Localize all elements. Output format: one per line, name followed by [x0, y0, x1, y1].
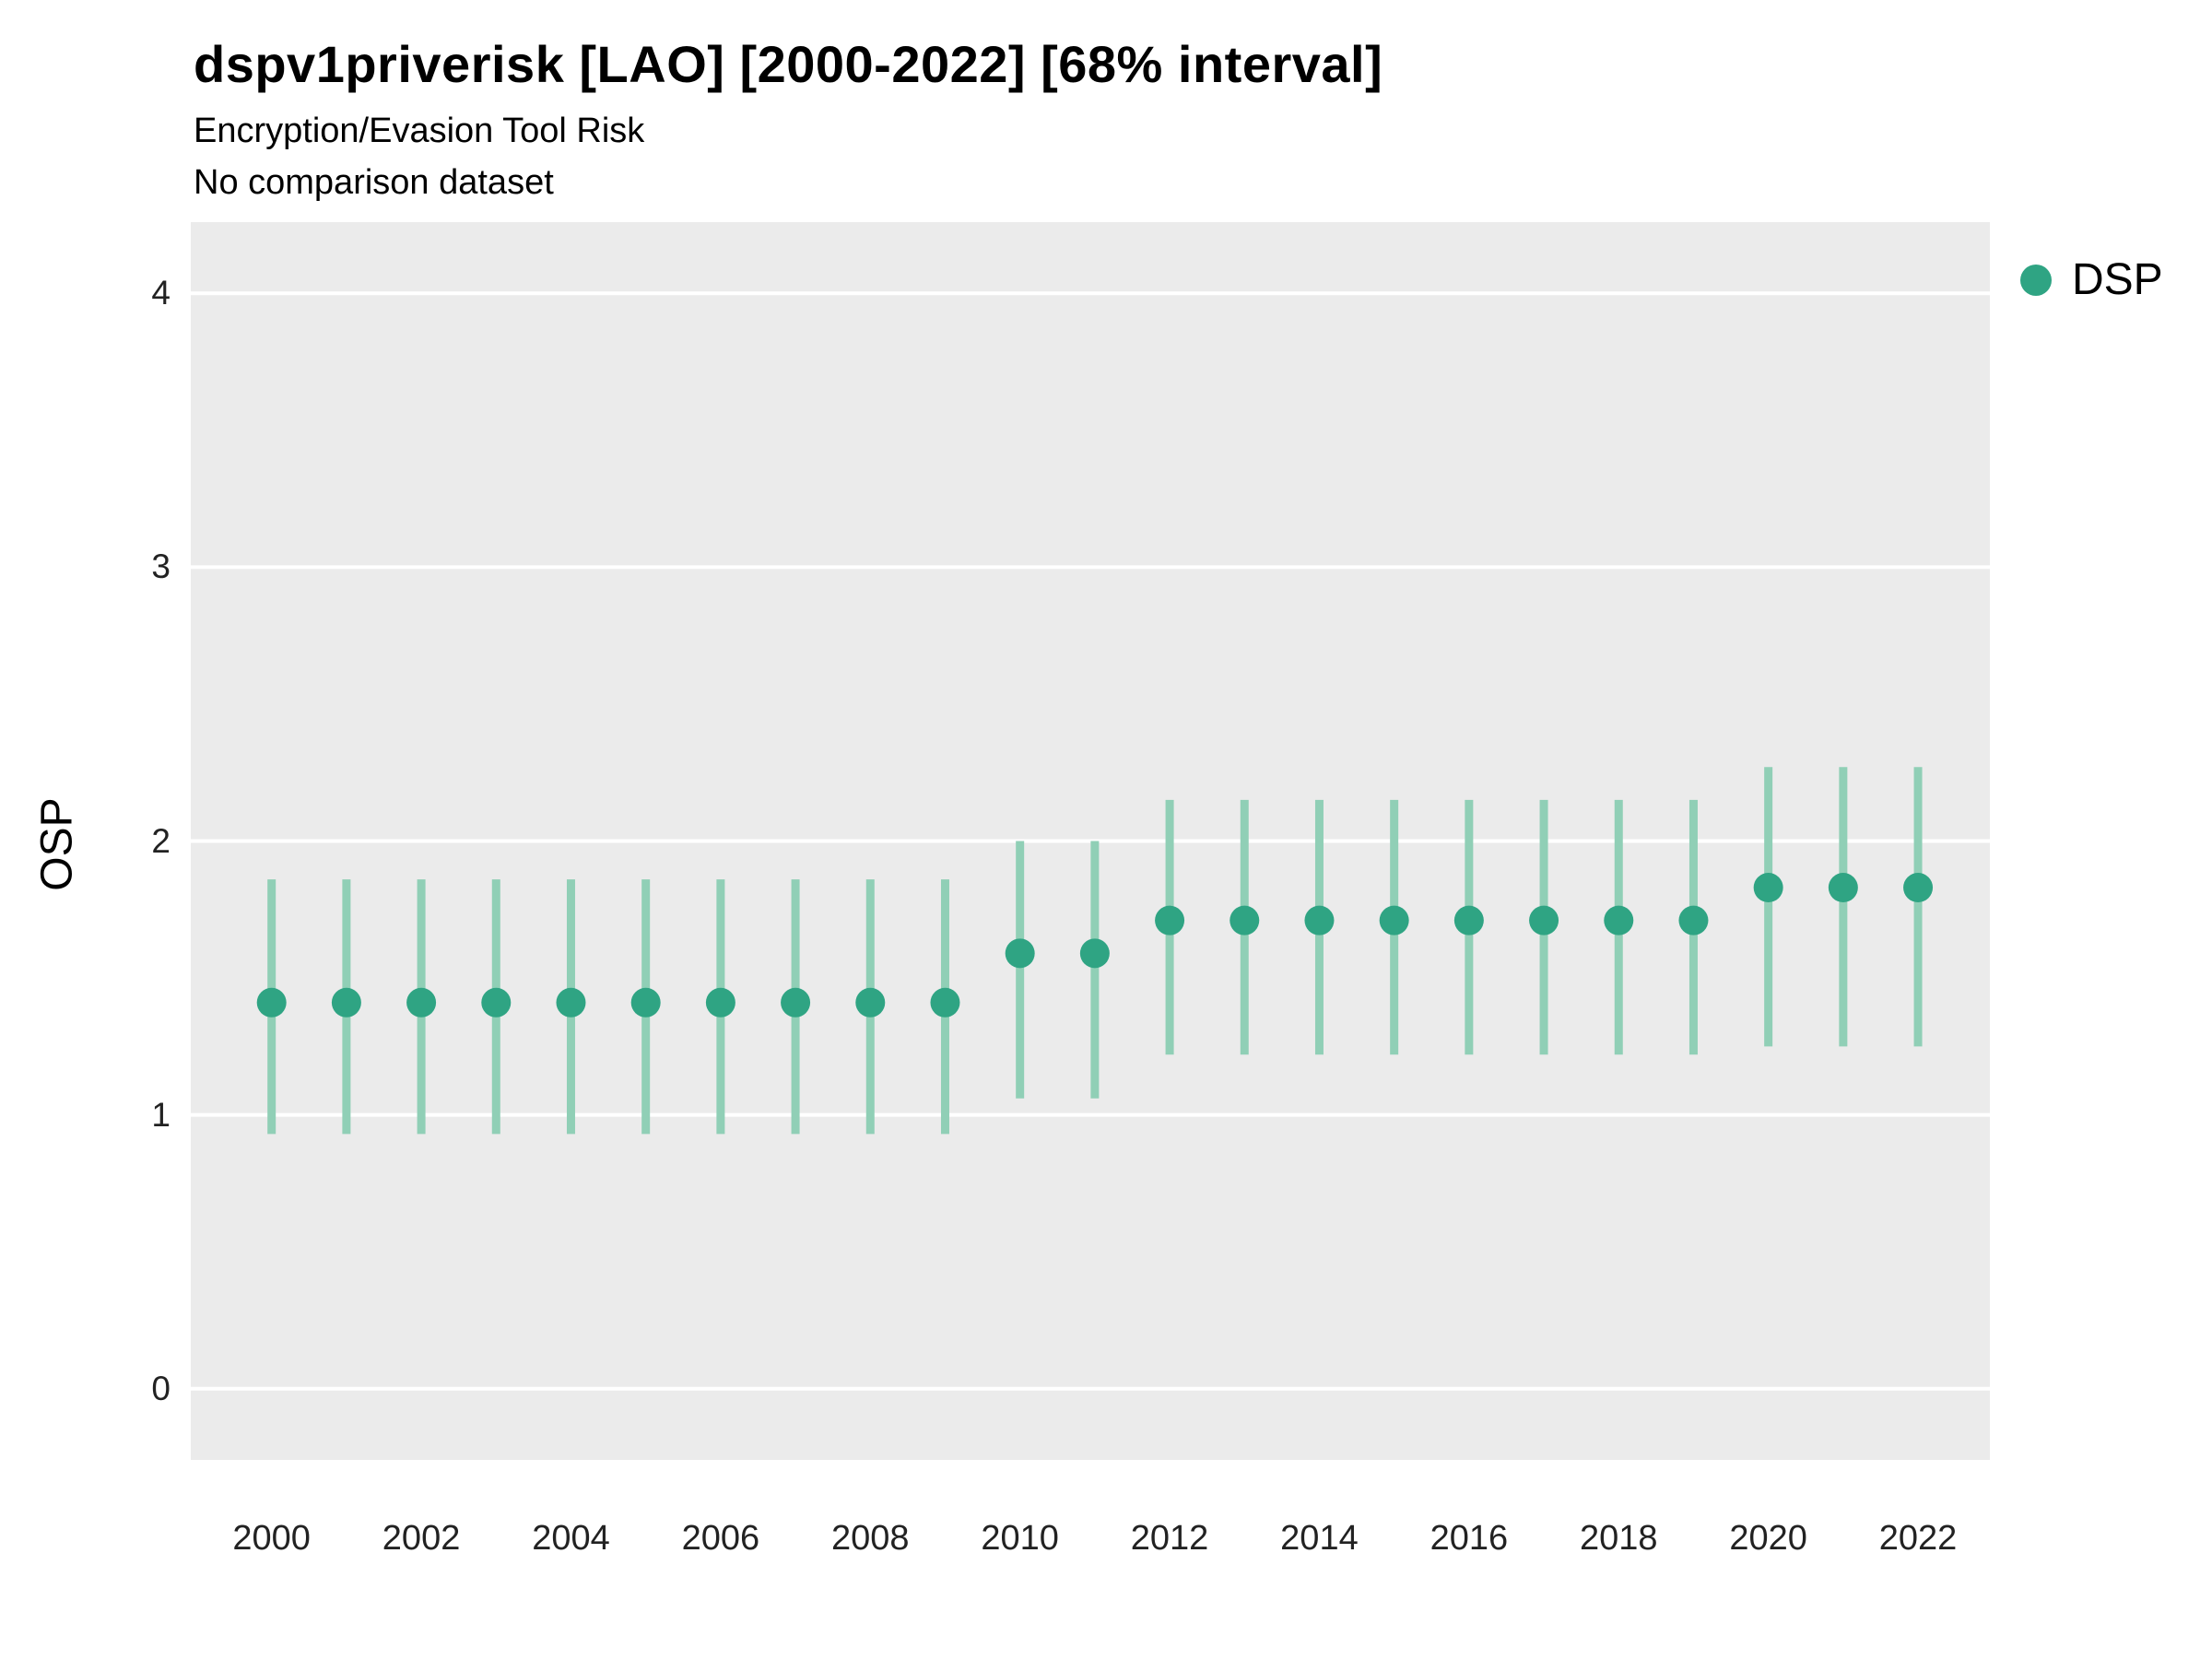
y-tick-label-4: 4	[151, 274, 171, 312]
y-tick-label-0: 0	[151, 1369, 171, 1407]
y-tick-label-2: 2	[151, 821, 171, 860]
x-tick-label-2000: 2000	[232, 1519, 311, 1558]
plot-panel	[191, 222, 1990, 1460]
point-2005	[630, 987, 661, 1018]
point-2001	[331, 987, 361, 1018]
legend: DSP	[2020, 254, 2163, 305]
point-2000	[256, 987, 287, 1018]
point-2011	[1079, 938, 1110, 969]
point-2007	[781, 987, 811, 1018]
x-tick-label-2004: 2004	[532, 1519, 610, 1558]
chart-title: dspv1priverisk [LAO] [2000-2022] [68% in…	[194, 35, 1383, 93]
x-tick-label-2018: 2018	[1579, 1519, 1658, 1558]
chart-header: dspv1priverisk [LAO] [2000-2022] [68% in…	[194, 35, 1382, 205]
y-tick-label-3: 3	[151, 547, 171, 586]
x-tick-label-2012: 2012	[1130, 1519, 1209, 1558]
x-tick-label-2020: 2020	[1729, 1519, 1807, 1558]
x-tick-label-2016: 2016	[1430, 1519, 1509, 1558]
point-2018	[1604, 905, 1634, 935]
point-2003	[481, 987, 512, 1018]
x-tick-label-2008: 2008	[830, 1519, 910, 1558]
x-tick-label-2006: 2006	[681, 1519, 760, 1558]
chart-subtitle: Encryption/Evasion Tool Risk	[194, 112, 645, 151]
point-2013	[1230, 905, 1260, 935]
point-2017	[1529, 905, 1559, 935]
point-2021	[1828, 873, 1858, 903]
comparison-note: No comparison dataset	[194, 162, 554, 202]
point-2015	[1379, 905, 1409, 935]
point-2019	[1678, 905, 1709, 935]
point-2010	[1005, 938, 1035, 969]
point-2014	[1304, 905, 1335, 935]
point-2016	[1453, 905, 1484, 935]
point-2022	[1903, 873, 1934, 903]
x-tick-label-2010: 2010	[981, 1519, 1059, 1558]
point-2008	[855, 987, 886, 1018]
point-2002	[406, 987, 437, 1018]
point-2020	[1753, 873, 1783, 903]
point-2012	[1155, 905, 1185, 935]
point-2004	[556, 987, 586, 1018]
y-tick-label-1: 1	[151, 1095, 171, 1134]
point-2006	[705, 987, 735, 1018]
x-tick-label-2002: 2002	[382, 1519, 461, 1558]
legend-label: DSP	[2072, 255, 2163, 304]
point-2009	[930, 987, 960, 1018]
legend-point-icon	[2020, 264, 2052, 296]
x-tick-label-2022: 2022	[1878, 1519, 1958, 1558]
x-tick-label-2014: 2014	[1280, 1519, 1359, 1558]
